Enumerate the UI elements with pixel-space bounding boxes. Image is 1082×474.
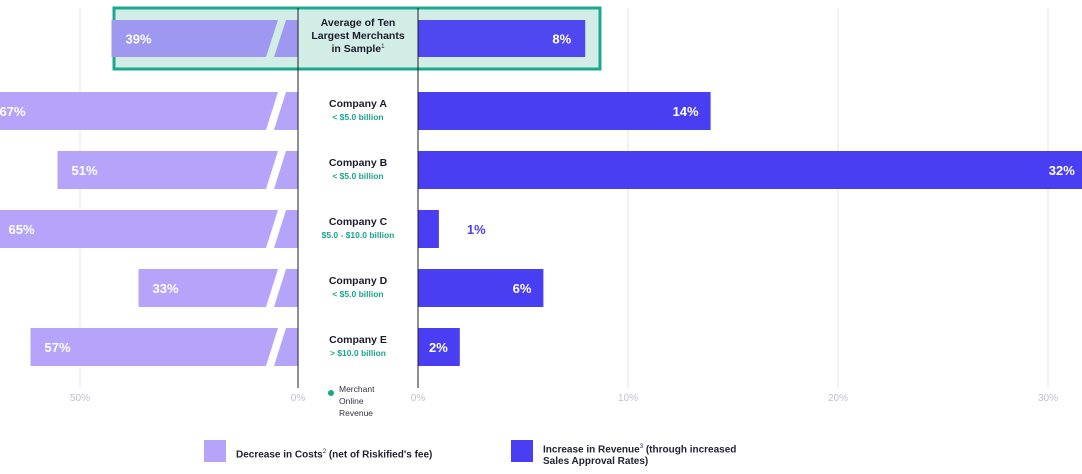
- revenue-value-label: 1%: [467, 222, 486, 237]
- legend-swatch-revenue: [511, 440, 533, 462]
- tick-label-right: 10%: [618, 393, 638, 404]
- cost-bar: [0, 210, 298, 248]
- revenue-bar: [418, 328, 460, 366]
- revenue-value-label: 14%: [673, 104, 699, 119]
- cost-value-label: 33%: [153, 281, 179, 296]
- legend-item-cost: Decrease in Costs2 (net of Riskified's f…: [204, 440, 432, 462]
- cost-bar-main: [30, 328, 278, 366]
- legend: Decrease in Costs2 (net of Riskified's f…: [204, 440, 844, 470]
- company-name-label: Company D: [329, 275, 388, 287]
- revenue-value-label: 32%: [1049, 163, 1075, 178]
- tick-label-right: 20%: [828, 393, 848, 404]
- company-revenue-band-label: $5.0 - $10.0 billion: [322, 230, 395, 240]
- legend-label-cost: Decrease in Costs2 (net of Riskified's f…: [236, 449, 433, 461]
- cost-bar-main: [0, 92, 278, 130]
- cost-value-label: 51%: [72, 163, 98, 178]
- cost-bar-main: [138, 269, 278, 307]
- company-name-label: Company A: [329, 98, 387, 110]
- cost-value-label: 67%: [0, 104, 26, 119]
- tick-label-right: 0%: [411, 393, 426, 404]
- center-note-line: Online: [339, 396, 364, 406]
- company-revenue-band-label: > $10.0 billion: [330, 348, 386, 358]
- center-note-line: Merchant: [339, 384, 375, 394]
- cost-bar: [138, 269, 298, 307]
- legend-label-revenue: Increase in Revenue3 (through increased S…: [543, 444, 737, 468]
- company-name-label: Company B: [329, 157, 388, 169]
- center-note-line: Revenue: [339, 408, 373, 418]
- summary-cost-bar-stub: [274, 20, 298, 57]
- summary-label-line: Largest Merchants: [311, 30, 405, 42]
- revenue-bar: [418, 151, 1082, 189]
- legend-swatch-cost: [204, 440, 226, 462]
- summary-label-line: Average of Ten: [321, 17, 396, 29]
- tick-label-left: 50%: [70, 393, 90, 404]
- company-revenue-band-label: < $5.0 billion: [332, 112, 383, 122]
- cost-bar: [30, 328, 298, 366]
- company-name-label: Company C: [329, 216, 388, 228]
- cost-bar-main: [0, 210, 278, 248]
- tick-label-left: 0%: [291, 393, 306, 404]
- cost-bar-stub: [274, 151, 298, 189]
- cost-bar-stub: [274, 210, 298, 248]
- summary-revenue-bar: [418, 20, 586, 57]
- summary-footnote: 1: [381, 44, 385, 50]
- revenue-bar: [418, 92, 711, 130]
- cost-bar-stub: [274, 328, 298, 366]
- cost-value-label: 65%: [9, 222, 35, 237]
- cost-value-label: 57%: [45, 340, 71, 355]
- cost-bar: [57, 151, 298, 189]
- cost-bar: [0, 92, 298, 130]
- legend-item-revenue: Increase in Revenue3 (through increased S…: [511, 440, 736, 468]
- cost-bar-stub: [274, 269, 298, 307]
- revenue-value-label: 2%: [429, 340, 448, 355]
- company-name-label: Company E: [329, 334, 387, 346]
- company-revenue-band-label: < $5.0 billion: [332, 289, 383, 299]
- revenue-bar: [418, 269, 544, 307]
- cost-bar-stub: [274, 92, 298, 130]
- summary-cost-bar: [111, 20, 298, 57]
- grid-lines: [79, 8, 1049, 388]
- summary-cost-label: 39%: [126, 32, 152, 47]
- summary-cost-bar-main: [111, 20, 278, 57]
- tick-label-right: 30%: [1038, 393, 1058, 404]
- revenue-value-label: 6%: [513, 281, 532, 296]
- summary-revenue-label: 8%: [552, 32, 571, 47]
- cost-bar-main: [57, 151, 278, 189]
- summary-label-line: in Sample1: [332, 43, 386, 55]
- merchant-revenue-marker-icon: [328, 390, 334, 396]
- company-revenue-band-label: < $5.0 billion: [332, 171, 383, 181]
- revenue-bar: [418, 210, 439, 248]
